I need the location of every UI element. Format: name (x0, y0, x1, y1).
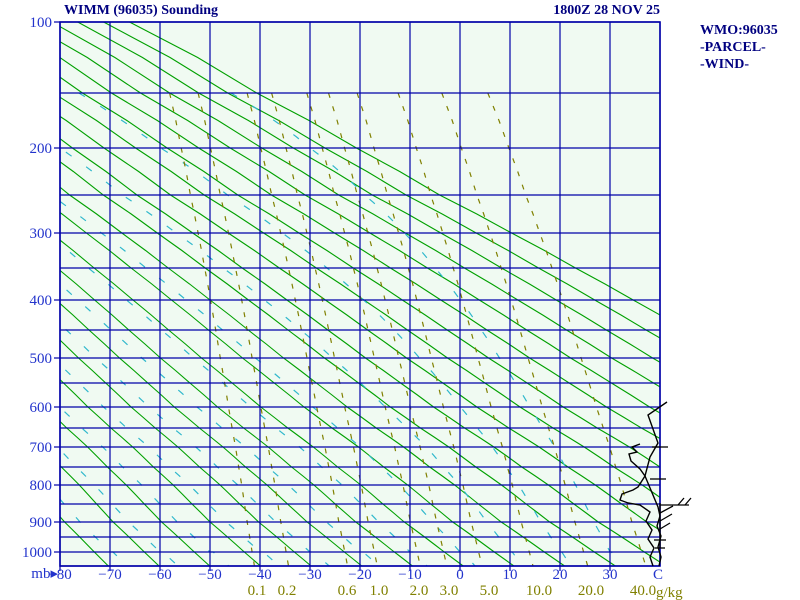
temperature-tick-label: 10 (503, 567, 518, 583)
mixing-ratio-label: 20.0 (578, 583, 604, 599)
pressure-tick-label: 1000 (22, 545, 52, 561)
pressure-tick-label: 200 (30, 141, 53, 157)
wind-label: -WIND- (700, 57, 749, 72)
plot-border (59, 21, 661, 567)
mixing-ratio-label: 3.0 (440, 583, 459, 599)
mixing-ratio-label: 1.0 (370, 583, 389, 599)
temperature-tick-label: 20 (553, 567, 568, 583)
mixing-ratio-label: 5.0 (480, 583, 499, 599)
mixing-ratio-label: 10.0 (526, 583, 552, 599)
pressure-axis-unit: mb▸ (31, 566, 58, 582)
pressure-tick-label: 700 (30, 440, 53, 456)
temperature-tick-label: −30 (298, 567, 321, 583)
parcel-label: -PARCEL- (700, 40, 766, 55)
pressure-tick-label: 100 (30, 15, 53, 31)
mixing-ratio-label: 0.6 (338, 583, 357, 599)
pressure-tick-label: 900 (30, 515, 53, 531)
mixing-ratio-label: 0.1 (248, 583, 267, 599)
mixing-ratio-label: 40.0 (630, 583, 656, 599)
pressure-tick-label: 500 (30, 351, 53, 367)
temperature-tick-label: −40 (248, 567, 271, 583)
temperature-axis-unit: C (653, 567, 663, 583)
station-info-block: WMO:96035 -PARCEL- -WIND- (700, 22, 778, 73)
mixing-ratio-label: 2.0 (410, 583, 429, 599)
mixing-ratio-label: 0.2 (278, 583, 297, 599)
pressure-tick-label: 600 (30, 400, 53, 416)
temperature-tick-label: 0 (456, 567, 464, 583)
temperature-tick-label: −50 (198, 567, 221, 583)
chart-datetime: 1800Z 28 NOV 25 (553, 3, 660, 18)
temperature-tick-label: −80 (48, 567, 71, 583)
mixing-ratio-unit: g/kg (656, 585, 683, 600)
temperature-tick-label: −20 (348, 567, 371, 583)
pressure-tick-label: 800 (30, 478, 53, 494)
station-wmo-id: WMO:96035 (700, 23, 778, 38)
temperature-tick-label: −70 (98, 567, 121, 583)
chart-title: WIMM (96035) Sounding (64, 3, 219, 18)
temperature-tick-label: 30 (603, 567, 618, 583)
pressure-tick-label: 400 (30, 293, 53, 309)
temperature-tick-label: −10 (398, 567, 421, 583)
pressure-tick-label: 300 (30, 226, 53, 242)
temperature-tick-label: −60 (148, 567, 171, 583)
